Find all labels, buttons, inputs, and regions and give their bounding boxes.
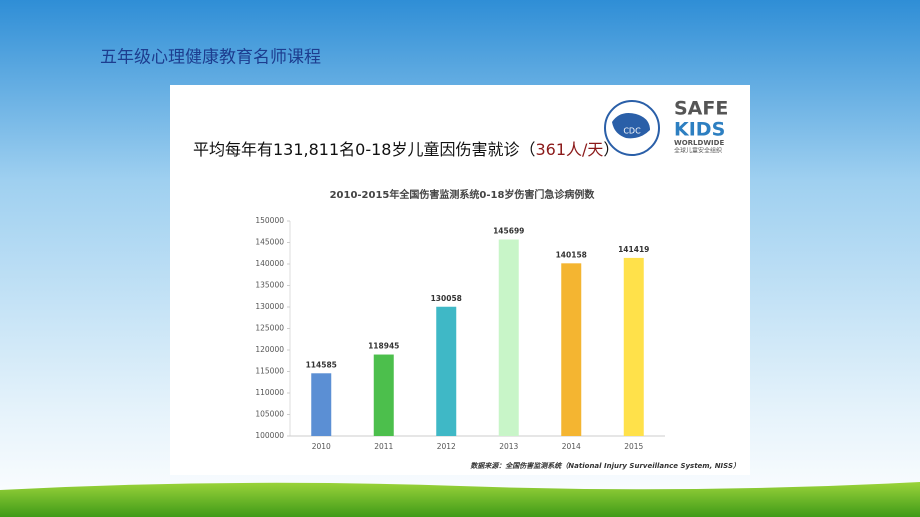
grass (0, 482, 920, 517)
logo-worldwide: WORLDWIDE (674, 139, 724, 147)
bar (436, 306, 457, 436)
x-tick-label: 2015 (624, 442, 643, 451)
x-tick-label: 2010 (312, 442, 331, 451)
cdc-logo: CDC (604, 100, 660, 156)
headline: 平均每年有131,811名0-18岁儿童因伤害就诊（361人/天） (193, 140, 619, 159)
y-tick-label: 105000 (255, 410, 284, 419)
y-tick-label: 145000 (255, 238, 284, 247)
logo-safe: SAFE (674, 98, 728, 120)
chart-title: 2010-2015年全国伤害监测系统0-18岁伤害门急诊病例数 (330, 188, 596, 201)
y-tick-label: 120000 (255, 345, 284, 354)
y-tick-label: 125000 (255, 324, 284, 333)
logo-text: CDC (623, 127, 641, 136)
y-tick-label: 130000 (255, 302, 284, 311)
value-label: 145699 (493, 226, 524, 235)
logo-ring (604, 100, 660, 156)
bar (498, 239, 519, 436)
source-note: 数据来源：全国伤害监测系统（National Injury Surveillan… (470, 461, 740, 470)
value-label: 130058 (431, 294, 462, 303)
x-tick-label: 2011 (374, 442, 393, 451)
bar (623, 257, 644, 436)
y-tick-label: 135000 (255, 281, 284, 290)
panel (170, 85, 750, 475)
slide-title: 五年级心理健康教育名师课程 (100, 48, 321, 68)
bar (561, 263, 582, 436)
y-tick-label: 140000 (255, 259, 284, 268)
value-label: 140158 (556, 250, 587, 259)
value-label: 118945 (368, 342, 399, 351)
logo-kids: KIDS (674, 119, 725, 141)
x-tick-label: 2014 (562, 442, 581, 451)
logo-map (612, 113, 650, 139)
logo-org: 全球儿童安全组织 (674, 147, 722, 155)
bar (373, 354, 394, 436)
x-tick-label: 2013 (499, 442, 518, 451)
bar (311, 373, 332, 436)
y-tick-label: 150000 (255, 216, 284, 225)
value-label: 141419 (618, 245, 649, 254)
y-tick-label: 115000 (255, 367, 284, 376)
x-tick-label: 2012 (437, 442, 456, 451)
y-tick-label: 100000 (255, 431, 284, 440)
y-tick-label: 110000 (255, 388, 284, 397)
value-label: 114585 (306, 360, 337, 369)
